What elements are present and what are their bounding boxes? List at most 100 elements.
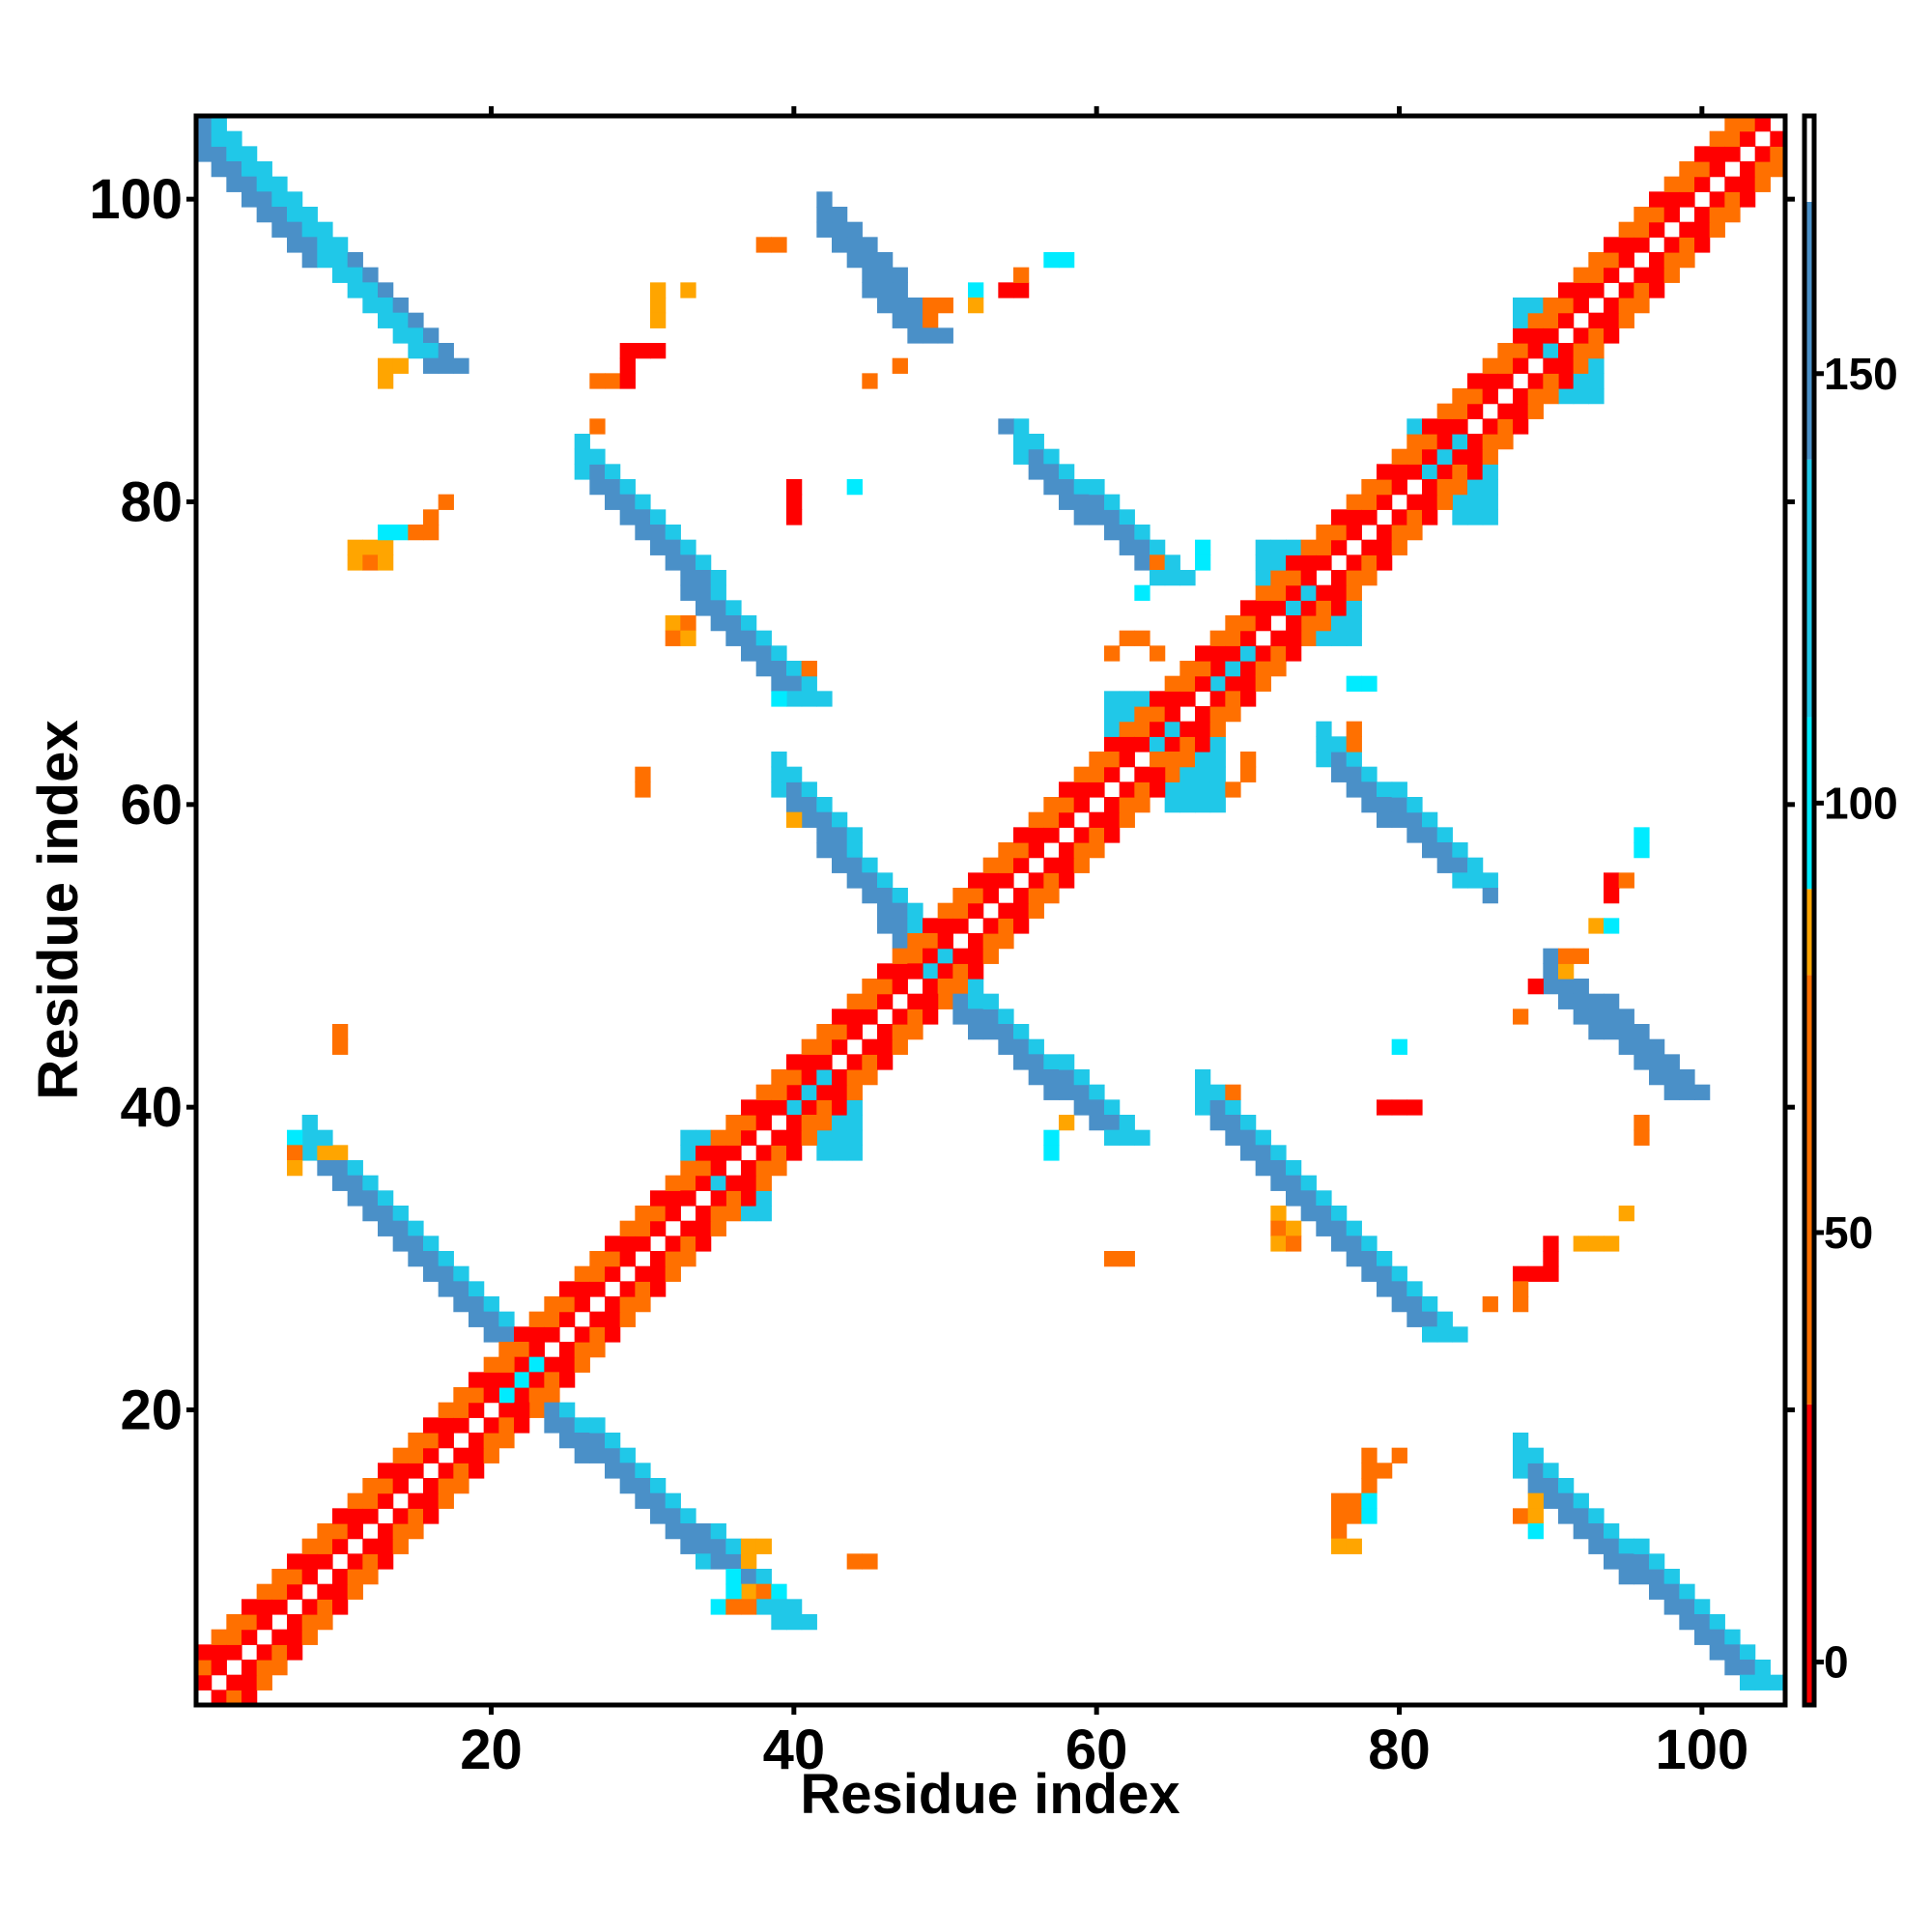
heatmap-cell xyxy=(1134,525,1151,541)
heatmap-cell xyxy=(771,781,787,798)
heatmap-cell xyxy=(952,918,969,934)
heatmap-cell xyxy=(1195,1069,1211,1086)
heatmap-cell xyxy=(937,963,953,980)
heatmap-cell xyxy=(1709,161,1725,178)
heatmap-cell xyxy=(392,1220,409,1236)
heatmap-cell xyxy=(559,1281,576,1297)
heatmap-cell xyxy=(1028,464,1044,480)
heatmap-cell xyxy=(1255,1145,1271,1161)
heatmap-cell xyxy=(1588,267,1605,283)
colorbar-band xyxy=(1804,201,1814,460)
heatmap-cell xyxy=(469,1281,485,1297)
heatmap-cell xyxy=(1073,509,1090,526)
heatmap-cell xyxy=(1497,343,1514,359)
heatmap-cell xyxy=(1059,811,1075,828)
heatmap-cell xyxy=(710,1190,726,1207)
heatmap-cell xyxy=(514,1356,530,1373)
heatmap-cell xyxy=(892,298,908,314)
heatmap-cell xyxy=(1527,1492,1544,1509)
heatmap-cell xyxy=(1240,766,1257,782)
heatmap-cell xyxy=(1377,554,1393,571)
heatmap-cell xyxy=(1588,1523,1605,1540)
heatmap-cell xyxy=(242,1690,258,1706)
heatmap-cell xyxy=(1331,600,1348,616)
heatmap-cell xyxy=(1043,1129,1060,1146)
heatmap-cell xyxy=(256,207,272,223)
heatmap-cell xyxy=(907,948,923,964)
heatmap-cell xyxy=(453,1402,469,1418)
heatmap-cell xyxy=(1663,252,1680,269)
heatmap-cell xyxy=(256,176,272,192)
heatmap-cell xyxy=(1316,539,1332,555)
y-tick-label: 100 xyxy=(89,168,183,231)
heatmap-cell xyxy=(1422,811,1438,828)
heatmap-cell xyxy=(650,298,667,314)
heatmap-cell xyxy=(1300,539,1317,555)
heatmap-cell xyxy=(1346,494,1362,510)
heatmap-cell xyxy=(650,525,667,541)
heatmap-cell xyxy=(1179,721,1196,737)
heatmap-cell xyxy=(211,130,227,147)
heatmap-cell xyxy=(786,1129,803,1146)
heatmap-cell xyxy=(1028,448,1044,465)
heatmap-cell xyxy=(1543,373,1559,389)
heatmap-cell xyxy=(347,1175,363,1191)
heatmap-cell xyxy=(1043,857,1060,873)
heatmap-cell xyxy=(392,1206,409,1222)
heatmap-cell xyxy=(1604,1553,1620,1570)
heatmap-cell xyxy=(1513,1009,1529,1025)
heatmap-cell xyxy=(483,1356,499,1373)
heatmap-cell xyxy=(301,1599,318,1615)
heatmap-cell xyxy=(226,161,242,178)
heatmap-cell xyxy=(271,176,288,192)
heatmap-cell xyxy=(1634,1569,1650,1585)
heatmap-cell xyxy=(846,1069,863,1086)
heatmap-cell xyxy=(1558,1508,1575,1524)
heatmap-cell xyxy=(1013,418,1030,435)
heatmap-cell xyxy=(1240,675,1257,692)
heatmap-cell xyxy=(408,1463,424,1479)
heatmap-cell xyxy=(378,1220,394,1236)
heatmap-cell xyxy=(1164,554,1180,571)
heatmap-cell xyxy=(1209,721,1226,737)
heatmap-cell xyxy=(1694,161,1711,178)
heatmap-cell xyxy=(1649,1038,1665,1055)
heatmap-cell xyxy=(378,539,394,555)
heatmap-cell xyxy=(605,1447,621,1463)
heatmap-cell xyxy=(1346,736,1362,753)
heatmap-cell xyxy=(755,1206,772,1222)
heatmap-cell xyxy=(680,1190,696,1207)
heatmap-cell xyxy=(1543,948,1559,964)
heatmap-cell xyxy=(982,918,999,934)
heatmap-cell xyxy=(528,1342,545,1358)
heatmap-cell xyxy=(968,902,984,919)
heatmap-cell xyxy=(1436,494,1453,510)
heatmap-cell xyxy=(1346,721,1362,737)
heatmap-cell xyxy=(1573,993,1589,1009)
heatmap-cell xyxy=(1195,706,1211,723)
heatmap-cell xyxy=(619,479,636,496)
heatmap-cell xyxy=(211,1660,227,1676)
heatmap-cell xyxy=(725,1569,742,1585)
heatmap-cell xyxy=(1240,752,1257,768)
heatmap-cell xyxy=(1573,298,1589,314)
heatmap-cell xyxy=(877,298,894,314)
heatmap-cell xyxy=(1724,130,1741,147)
heatmap-cell xyxy=(1346,675,1362,692)
heatmap-cell xyxy=(453,1296,469,1313)
heatmap-cell xyxy=(862,252,878,269)
colorbar-tick-label: 0 xyxy=(1824,1637,1849,1688)
heatmap-cell xyxy=(544,1326,560,1343)
heatmap-cell xyxy=(846,1084,863,1100)
heatmap-cell xyxy=(619,1236,636,1252)
heatmap-cell xyxy=(1724,1629,1741,1645)
heatmap-cell xyxy=(1119,781,1135,798)
heatmap-cell xyxy=(1527,979,1544,995)
heatmap-cell xyxy=(1043,811,1060,828)
heatmap-cell xyxy=(1724,191,1741,208)
heatmap-cell xyxy=(1073,1084,1090,1100)
heatmap-cell xyxy=(1649,1569,1665,1585)
heatmap-cell xyxy=(741,1538,757,1554)
heatmap-cell xyxy=(1604,327,1620,344)
heatmap-cell xyxy=(1059,857,1075,873)
